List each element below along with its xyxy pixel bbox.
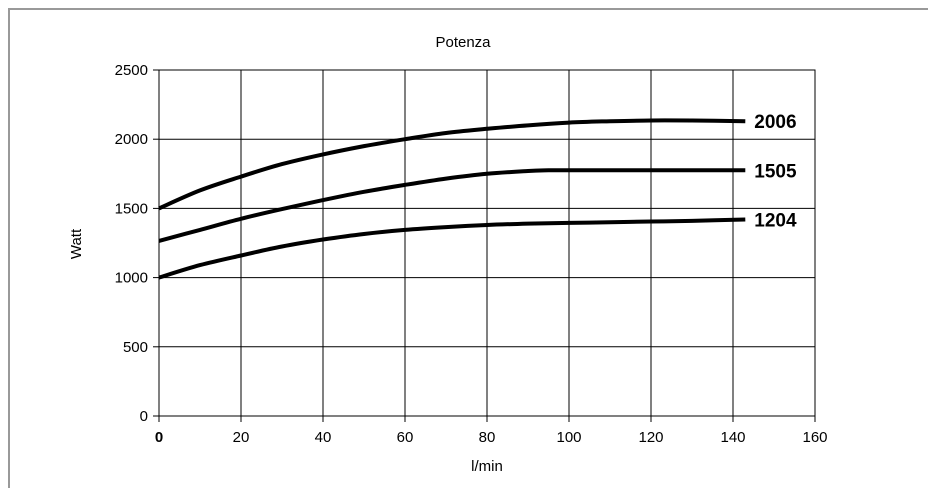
y-tick-label: 0 <box>140 408 148 425</box>
x-tick-label: 120 <box>638 429 663 446</box>
series-labels: 2006 1505 1204 <box>754 112 797 231</box>
series-label-2006: 2006 <box>754 112 796 133</box>
y-tick-label: 2000 <box>115 131 148 148</box>
chart-title: Potenza <box>435 34 491 51</box>
plot-area <box>158 69 816 417</box>
x-tick-label: 160 <box>802 429 827 446</box>
x-tick-label: 20 <box>233 429 250 446</box>
y-tick-label: 500 <box>123 339 148 356</box>
x-tick-label: 0 <box>155 429 163 446</box>
tick-labels: 0 20 40 60 80 100 120 140 160 0 500 1000 1500 2000 250… <box>115 62 828 446</box>
y-tick-label: 1500 <box>115 200 148 217</box>
y-tick-label: 1000 <box>115 270 148 287</box>
series-line-2006 <box>158 118 746 211</box>
series-line-1505 <box>158 168 746 243</box>
x-tick-label: 140 <box>720 429 745 446</box>
series-label-1505: 1505 <box>754 161 797 182</box>
chart-frame <box>8 8 928 488</box>
x-tick-label: 60 <box>397 429 414 446</box>
series-label-1204: 1204 <box>754 210 797 231</box>
y-axis-label: Watt <box>68 228 85 259</box>
x-tick-label: 40 <box>315 429 332 446</box>
x-tick-label: 80 <box>479 429 496 446</box>
y-tick-label: 2500 <box>115 62 148 79</box>
series-lines <box>158 118 746 280</box>
x-axis-label: l/min <box>471 458 503 475</box>
x-tick-label: 100 <box>556 429 581 446</box>
series-line-1204 <box>158 217 746 280</box>
